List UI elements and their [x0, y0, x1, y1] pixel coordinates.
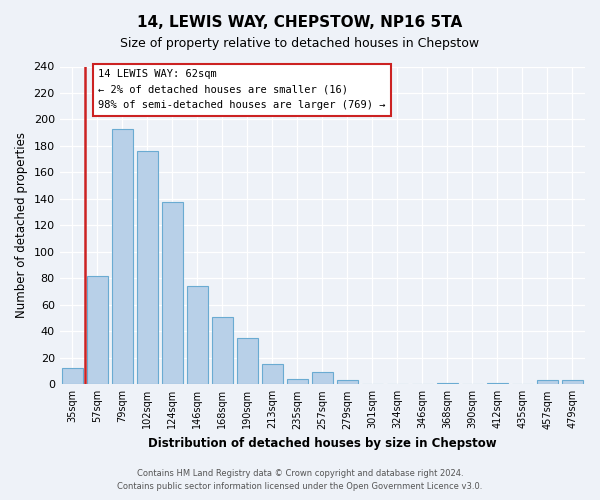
- Bar: [337, 380, 358, 384]
- Bar: [236, 338, 258, 384]
- Text: Contains HM Land Registry data © Crown copyright and database right 2024.
Contai: Contains HM Land Registry data © Crown c…: [118, 470, 482, 491]
- Bar: [112, 128, 133, 384]
- Bar: [537, 380, 558, 384]
- Bar: [562, 380, 583, 384]
- Bar: [262, 364, 283, 384]
- Bar: [137, 151, 158, 384]
- X-axis label: Distribution of detached houses by size in Chepstow: Distribution of detached houses by size …: [148, 437, 497, 450]
- Text: 14 LEWIS WAY: 62sqm
← 2% of detached houses are smaller (16)
98% of semi-detache: 14 LEWIS WAY: 62sqm ← 2% of detached hou…: [98, 69, 386, 110]
- Bar: [161, 202, 183, 384]
- Bar: [312, 372, 333, 384]
- Bar: [437, 383, 458, 384]
- Text: 14, LEWIS WAY, CHEPSTOW, NP16 5TA: 14, LEWIS WAY, CHEPSTOW, NP16 5TA: [137, 15, 463, 30]
- Bar: [187, 286, 208, 384]
- Bar: [212, 317, 233, 384]
- Text: Size of property relative to detached houses in Chepstow: Size of property relative to detached ho…: [121, 38, 479, 51]
- Bar: [487, 383, 508, 384]
- Y-axis label: Number of detached properties: Number of detached properties: [15, 132, 28, 318]
- Bar: [287, 379, 308, 384]
- Bar: [62, 368, 83, 384]
- Bar: [86, 276, 108, 384]
